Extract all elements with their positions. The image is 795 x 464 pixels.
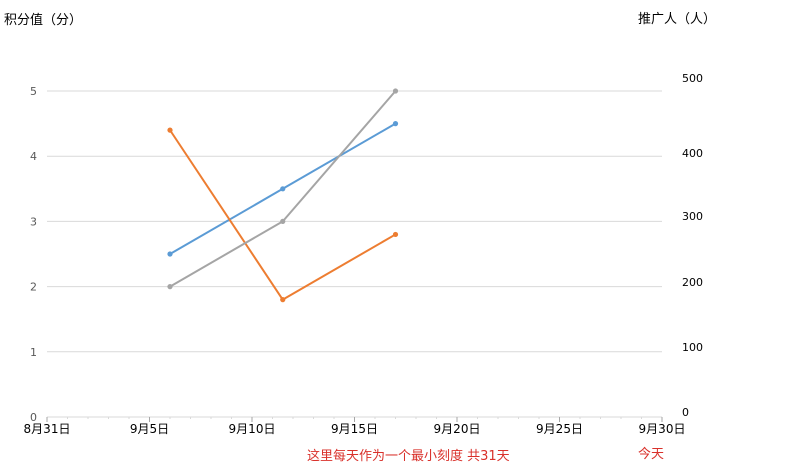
x-tick-label: 9月5日: [130, 422, 169, 436]
y-left-tick-label: 4: [30, 150, 37, 163]
x-tick-label: 9月30日: [639, 422, 686, 436]
y-left-tick-label: 0: [30, 411, 37, 424]
x-tick-label: 9月15日: [331, 422, 378, 436]
data-point: [392, 121, 399, 127]
data-point: [167, 284, 173, 290]
y-right-tick-label: 100: [682, 341, 703, 354]
data-point: [167, 127, 173, 133]
x-tick-label: 9月20日: [434, 422, 481, 436]
x-tick-label: 8月31日: [24, 422, 71, 436]
x-tick-label: 9月10日: [229, 422, 276, 436]
y-axis-right-label: 推广人（人）: [638, 12, 717, 27]
today-note: 今天: [638, 447, 665, 462]
data-point: [392, 88, 399, 94]
series-line: [169, 129, 397, 301]
data-point: [280, 297, 286, 303]
y-left-tick-label: 2: [30, 281, 37, 294]
y-right-tick-label: 0: [682, 406, 689, 419]
y-left-tick-label: 1: [30, 346, 37, 359]
x-tick-label: 9月25日: [536, 422, 583, 436]
y-left-tick-label: 5: [30, 85, 37, 98]
data-point: [280, 218, 286, 224]
y-right-tick-label: 200: [682, 276, 703, 289]
y-left-tick-label: 3: [30, 215, 37, 228]
y-right-tick-label: 500: [682, 72, 703, 85]
scale-note: 这里每天作为一个最小刻度 共31天: [307, 449, 510, 464]
data-point: [392, 231, 399, 238]
y-right-tick-label: 400: [682, 147, 703, 160]
data-point: [280, 186, 286, 192]
y-axis-left-label: 积分值（分）: [4, 13, 83, 28]
y-right-tick-label: 300: [682, 210, 703, 223]
data-point: [167, 251, 173, 257]
